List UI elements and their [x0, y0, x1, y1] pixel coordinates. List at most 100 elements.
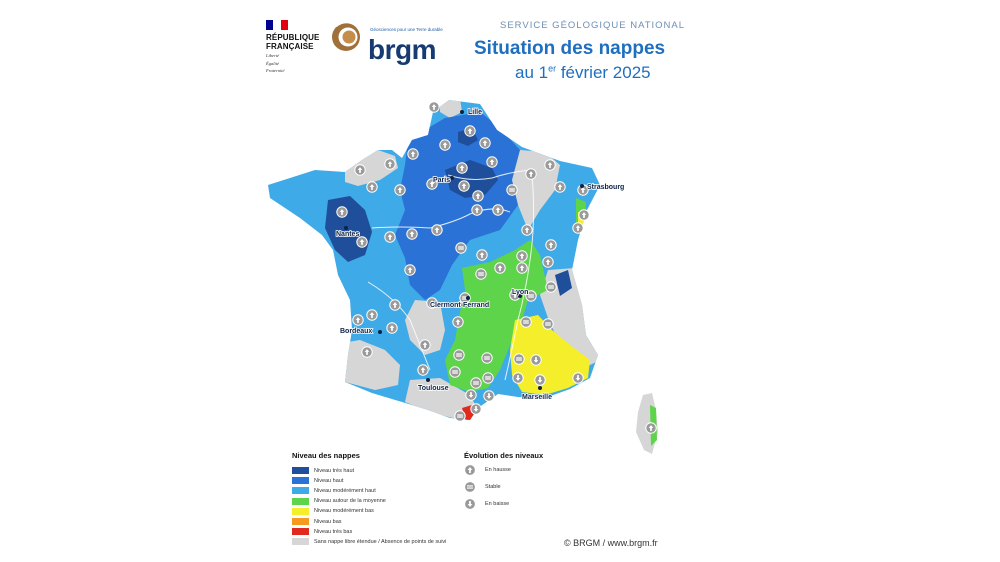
brgm-wordmark: brgm	[368, 34, 437, 65]
arrow-up-icon	[394, 184, 406, 196]
arrow-up-icon	[352, 314, 364, 326]
arrow-up-icon	[417, 364, 429, 376]
map-title: Situation des nappes	[474, 38, 666, 59]
legend-evolution-label: Stable	[485, 484, 501, 490]
city-label-lille: Lille	[468, 109, 482, 116]
arrow-up-icon	[386, 322, 398, 334]
map-date-prefix: au 1	[515, 63, 549, 82]
republique-line-2: FRANÇAISE	[266, 42, 314, 51]
city-label-clermont-ferrand: Clermont-Ferrand	[430, 302, 489, 309]
motto-egalite: Égalité	[266, 60, 279, 66]
arrow-down-icon	[572, 372, 584, 384]
arrow-up-icon	[476, 249, 488, 261]
corsica	[636, 393, 658, 454]
zone-massif-central-west	[405, 300, 445, 355]
arrow-up-icon	[544, 159, 556, 171]
french-flag-icon	[266, 20, 288, 30]
arrow-up-icon	[578, 209, 590, 221]
arrow-down-icon	[470, 403, 482, 415]
zone-cotentin	[345, 150, 398, 186]
arrow-up-icon	[431, 224, 443, 236]
arrow-up-icon	[384, 231, 396, 243]
arrow-up-icon	[366, 309, 378, 321]
legend-evolution-label: En baisse	[485, 501, 510, 507]
city-dot	[466, 296, 470, 300]
rivers	[367, 169, 535, 381]
equal-icon	[506, 184, 518, 196]
equal-icon	[470, 377, 482, 389]
arrow-up-icon	[458, 180, 470, 192]
city-label-paris: Paris	[433, 177, 450, 184]
arrow-up-icon	[554, 181, 566, 193]
legend-niveau-item: Niveau bas	[292, 517, 342, 526]
legend-evolution-item: Stable	[464, 481, 501, 493]
legend-niveau-item: Sans nappe libre étendue / Absence de po…	[292, 537, 446, 546]
zone-savoie	[555, 270, 572, 296]
copyright: © BRGM / www.brgm.fr	[564, 538, 658, 548]
legend-label: Niveau bas	[314, 518, 342, 525]
legend-label: Niveau haut	[314, 477, 344, 484]
arrow-up-icon	[389, 299, 401, 311]
city-label-bordeaux: Bordeaux	[340, 328, 372, 335]
arrow-up-icon	[419, 339, 431, 351]
legend-evolution-item: En hausse	[464, 464, 511, 476]
arrow-up-icon	[366, 181, 378, 193]
legend-label: Sans nappe libre étendue / Absence de po…	[314, 538, 447, 545]
arrow-down-icon	[512, 372, 524, 384]
city-dot	[518, 294, 522, 298]
arrow-up-icon	[439, 139, 451, 151]
arrow-up-icon	[472, 190, 484, 202]
legend-swatch	[292, 538, 309, 546]
arrow-down-icon	[464, 498, 476, 510]
zone-nord	[440, 100, 462, 118]
legend-evolution-label: En hausse	[485, 467, 511, 473]
equal-icon	[453, 349, 465, 361]
arrow-up-icon	[464, 125, 476, 137]
city-dot	[426, 378, 430, 382]
legend-swatch	[292, 477, 309, 485]
motto-liberte: Liberté	[266, 53, 279, 58]
arrow-up-icon	[542, 256, 554, 268]
city-label-strasbourg: Strasbourg	[587, 184, 624, 191]
legend-swatch	[292, 467, 309, 474]
legend-label: Niveau très haut	[314, 467, 355, 474]
arrow-up-icon	[456, 162, 468, 174]
republique-line-1: RÉPUBLIQUE	[266, 33, 320, 42]
city-label-toulouse: Toulouse	[418, 385, 449, 392]
arrow-up-icon	[426, 178, 438, 190]
legend-niveau-item: Niveau modérément bas	[292, 507, 374, 516]
legend-niveau-item: Niveau très haut	[292, 466, 354, 475]
legend-evolution-item: En baisse	[464, 498, 509, 510]
arrow-up-icon	[492, 204, 504, 216]
equal-icon	[513, 353, 525, 365]
arrow-up-icon	[545, 239, 557, 251]
equal-icon	[520, 316, 532, 328]
legend-label: Niveau modérément bas	[314, 508, 374, 515]
equal-icon	[464, 481, 476, 493]
motto-fraternite: Fraternité	[266, 68, 285, 73]
map-date-suffix: février 2025	[556, 63, 651, 82]
arrow-down-icon	[534, 374, 546, 386]
brgm-logo: Géosciences pour une Terre durable brgm	[330, 20, 443, 70]
zone-centre-est	[445, 240, 548, 392]
equal-icon	[455, 242, 467, 254]
equal-icon	[482, 372, 494, 384]
city-dot	[450, 176, 454, 180]
zone-alpes	[540, 268, 600, 370]
brgm-tagline: Géosciences pour une Terre durable	[370, 27, 443, 32]
arrow-up-icon	[479, 137, 491, 149]
trend-markers	[336, 101, 657, 434]
arrow-up-icon	[428, 101, 440, 113]
legend-niveau-item: Niveau haut	[292, 476, 343, 485]
map-date: au 1er février 2025	[515, 63, 651, 83]
map-date-sup: er	[548, 63, 557, 74]
zone-pyrenees	[405, 378, 478, 420]
arrow-up-icon	[471, 204, 483, 216]
legend-label: Niveau modérément haut	[314, 487, 376, 494]
city-dot	[538, 386, 542, 390]
legend-niveau-item: Niveau très bas	[292, 527, 352, 536]
equal-icon	[542, 318, 554, 330]
arrow-up-icon	[464, 464, 476, 476]
city-dot	[580, 184, 584, 188]
